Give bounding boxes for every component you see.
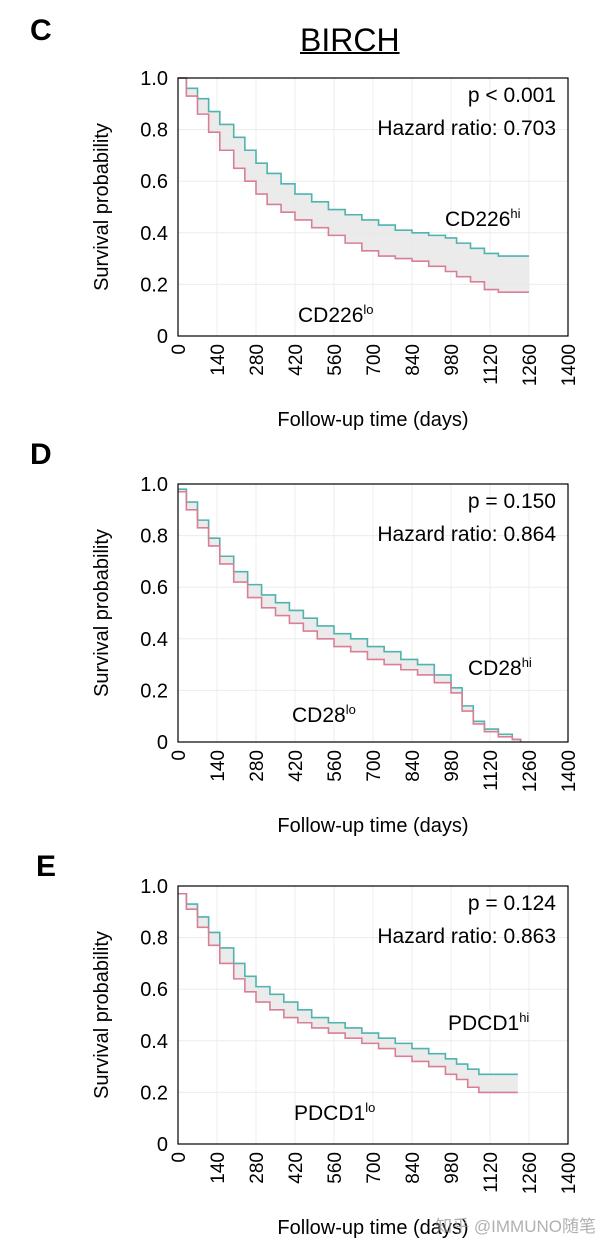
x-tick-label: 1120	[481, 344, 502, 385]
x-tick-label: 1260	[520, 750, 541, 792]
y-axis-label: Survival probability	[91, 931, 113, 1099]
watermark: 知乎 @IMMUNO随笔	[435, 1217, 596, 1236]
series-label-lo: PDCD1lo	[294, 1100, 375, 1125]
plot-frame	[177, 77, 569, 337]
x-tick-label: 420	[286, 750, 307, 782]
x-tick-label: 1400	[559, 750, 580, 792]
series-label-hi: CD28hi	[468, 655, 532, 680]
x-tick-label: 980	[442, 1152, 463, 1184]
x-tick-label: 560	[325, 1152, 346, 1184]
x-tick-label: 420	[286, 344, 307, 376]
km-chart-c: 0 0.2 0.4 0.6 0.8 1.0 0 140 280 420 560 700 840 980 11…	[91, 68, 580, 431]
x-tick-label: 560	[325, 344, 346, 376]
y-tick-label: 0.6	[140, 979, 168, 1001]
y-tick-label: 0.2	[140, 274, 168, 296]
survival-curve-hi	[178, 77, 529, 257]
survival-curve-hi	[178, 892, 518, 1076]
y-tick-label: 0.6	[140, 171, 168, 193]
x-tick-label: 560	[325, 750, 346, 782]
x-tick-label: 420	[286, 1152, 307, 1184]
hazard-ratio: Hazard ratio: 0.864	[377, 523, 556, 546]
y-tick-label: 1.0	[140, 68, 168, 90]
survival-curve-lo	[178, 77, 529, 293]
survival-curve-lo	[178, 892, 518, 1094]
y-tick-label: 0.8	[140, 120, 168, 142]
x-tick-label: 1400	[559, 1152, 580, 1194]
survival-band	[178, 893, 518, 1093]
x-tick-label: 980	[442, 750, 463, 782]
hazard-ratio: Hazard ratio: 0.863	[377, 925, 556, 948]
series-label-hi: PDCD1hi	[448, 1010, 529, 1035]
y-tick-label: 1.0	[140, 876, 168, 898]
x-tick-label: 0	[169, 344, 190, 355]
y-tick-label: 0.6	[140, 577, 168, 599]
y-tick-label: 0	[157, 732, 168, 754]
y-tick-label: 0.8	[140, 928, 168, 950]
x-tick-label: 280	[247, 750, 268, 782]
y-tick-label: 0.2	[140, 680, 168, 702]
x-tick-label: 700	[364, 750, 385, 782]
x-tick-label: 1120	[481, 1152, 502, 1193]
y-tick-label: 0.8	[140, 526, 168, 548]
x-tick-label: 1400	[559, 344, 580, 386]
y-tick-label: 0	[157, 1134, 168, 1156]
y-tick-label: 0.4	[140, 1031, 168, 1053]
series-label-hi: CD226hi	[445, 206, 521, 231]
series-label-lo: CD226lo	[298, 302, 374, 327]
x-tick-label: 840	[403, 750, 424, 782]
x-tick-label: 140	[208, 1152, 229, 1184]
figure-title: BIRCH	[300, 22, 400, 58]
x-tick-label: 840	[403, 1152, 424, 1184]
x-tick-label: 0	[169, 750, 190, 761]
y-tick-label: 0.2	[140, 1082, 168, 1104]
y-tick-label: 0.4	[140, 223, 168, 245]
p-value: p = 0.150	[468, 490, 556, 513]
panel-letter-c: C	[30, 14, 52, 47]
x-tick-label: 700	[364, 1152, 385, 1184]
panel-letter-e: E	[36, 850, 57, 883]
y-axis-label: Survival probability	[91, 123, 113, 291]
x-axis-label: Follow-up time (days)	[277, 409, 468, 431]
x-axis-label: Follow-up time (days)	[277, 1217, 468, 1239]
x-tick-label: 1120	[481, 750, 502, 791]
x-tick-label: 280	[247, 344, 268, 376]
km-chart-e: 0 0.2 0.4 0.6 0.8 1.0 0 140 280 420 560 700 840 980 11…	[91, 876, 580, 1239]
y-tick-label: 0.4	[140, 629, 168, 651]
x-tick-label: 140	[208, 750, 229, 782]
series-label-lo: CD28lo	[292, 702, 356, 727]
y-tick-label: 0	[157, 326, 168, 348]
p-value: p < 0.001	[468, 84, 556, 107]
x-axis-label: Follow-up time (days)	[277, 815, 468, 837]
p-value: p = 0.124	[468, 892, 556, 915]
km-chart-d: 0 0.2 0.4 0.6 0.8 1.0 0 140 280 420 560 700 840 980 11…	[91, 474, 580, 837]
x-tick-label: 1260	[520, 344, 541, 386]
x-tick-label: 1260	[520, 1152, 541, 1194]
x-tick-label: 840	[403, 344, 424, 376]
hazard-ratio: Hazard ratio: 0.703	[377, 117, 556, 140]
survival-curve-lo	[178, 490, 522, 742]
x-tick-label: 0	[169, 1152, 190, 1163]
x-tick-label: 700	[364, 344, 385, 376]
plot-frame	[177, 885, 569, 1145]
y-axis-label: Survival probability	[91, 529, 113, 697]
x-tick-label: 980	[442, 344, 463, 376]
plot-frame	[177, 483, 569, 743]
x-tick-label: 140	[208, 344, 229, 376]
panel-letter-d: D	[30, 438, 52, 471]
x-tick-label: 280	[247, 1152, 268, 1184]
survival-band	[178, 78, 529, 293]
y-tick-label: 1.0	[140, 474, 168, 496]
